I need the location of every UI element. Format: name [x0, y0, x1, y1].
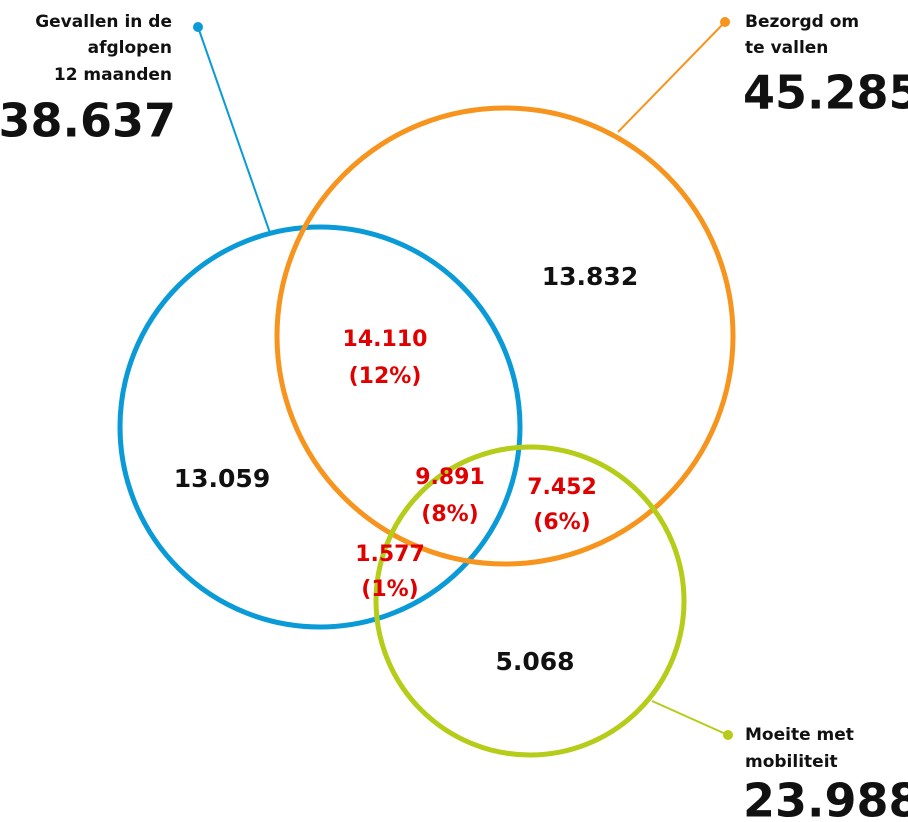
leader-line — [651, 700, 729, 736]
region-percent: (1%) — [361, 577, 418, 602]
leader-dot — [723, 730, 733, 740]
region-value: 5.068 — [495, 647, 574, 676]
leader-line — [617, 21, 726, 133]
set-total: 38.637 — [0, 94, 176, 148]
circle-falls — [117, 224, 523, 630]
set-label: mobiliteit — [745, 752, 838, 772]
circle-worry — [274, 105, 736, 567]
set-label: te vallen — [745, 38, 828, 58]
leader-line — [197, 26, 271, 234]
region-value: 14.110 — [343, 327, 428, 352]
set-total: 23.988 — [743, 774, 908, 822]
set-total: 45.285 — [743, 66, 908, 120]
region-percent: (6%) — [533, 510, 590, 535]
region-percent: (12%) — [349, 364, 422, 389]
set-label: afglopen — [88, 38, 172, 58]
set-label: Bezorgd om — [745, 12, 859, 32]
set-label: Moeite met — [745, 725, 854, 745]
circle-mobility — [373, 444, 687, 758]
region-value: 7.452 — [527, 475, 597, 500]
leader-dot — [193, 22, 203, 32]
region-percent: (8%) — [421, 502, 478, 527]
region-value: 1.577 — [355, 542, 425, 567]
region-value: 9.891 — [415, 465, 485, 490]
region-value: 13.832 — [542, 262, 638, 291]
set-label: 12 maanden — [54, 65, 172, 85]
set-label: Gevallen in de — [35, 12, 172, 32]
leader-dot — [720, 17, 730, 27]
region-value: 13.059 — [174, 464, 270, 493]
